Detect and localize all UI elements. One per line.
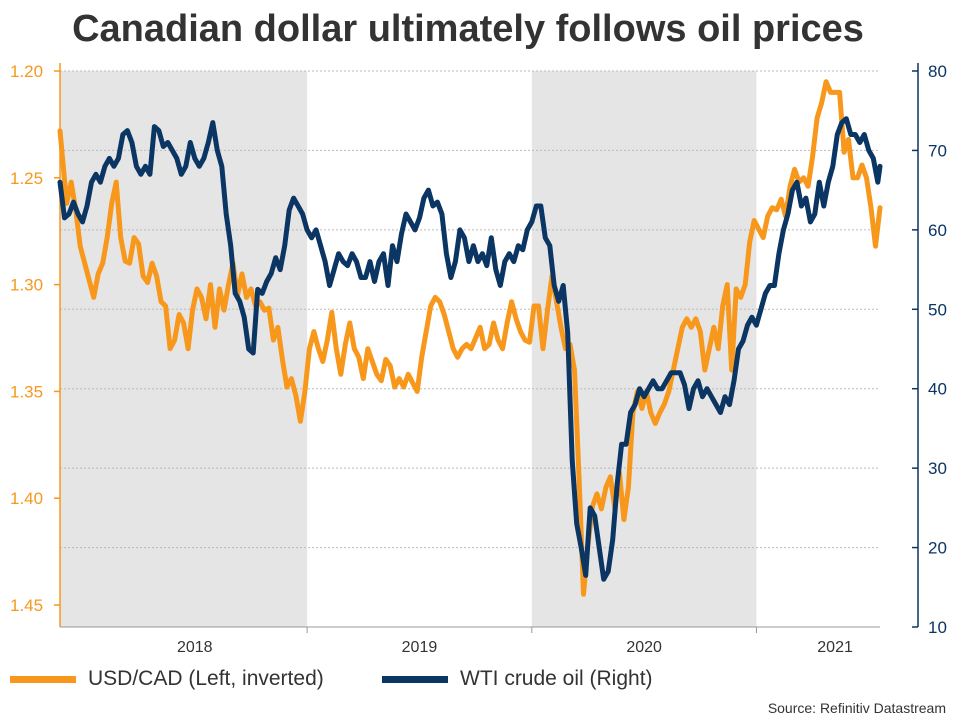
right-tick-label-4: 40 — [928, 380, 947, 399]
right-tick-label-6: 20 — [928, 539, 947, 558]
series-lines — [57, 79, 883, 597]
right-tick-label-0: 80 — [928, 62, 947, 81]
left-tick-label-0: 1.20 — [10, 62, 43, 81]
right-tick-label-5: 30 — [928, 459, 947, 478]
legend-usdcad-label: USD/CAD (Left, inverted) — [88, 667, 324, 690]
year-label-2020: 2020 — [626, 639, 662, 656]
right-tick-label-1: 70 — [928, 141, 947, 160]
legend-wti-swatch — [382, 675, 448, 683]
usdcad-line — [57, 79, 883, 597]
legend-usdcad: USD/CAD (Left, inverted) — [10, 667, 324, 691]
right-axis-ticks: 80 70 60 50 40 30 20 10 — [912, 62, 947, 637]
left-tick-label-1: 1.25 — [10, 169, 43, 188]
legend-usdcad-swatch — [10, 675, 76, 683]
right-tick-label-3: 50 — [928, 300, 947, 319]
left-tick-label-4: 1.40 — [10, 489, 43, 508]
x-axis-year-labels: 2018 2019 2020 2021 — [177, 639, 853, 656]
source-note: Source: Refinitiv Datastream — [767, 700, 946, 716]
year-label-2019: 2019 — [402, 639, 438, 656]
shaded-band-0 — [60, 71, 308, 627]
chart-title: Canadian dollar ultimately follows oil p… — [72, 8, 864, 50]
left-tick-label-2: 1.30 — [10, 276, 43, 295]
left-tick-label-3: 1.35 — [10, 382, 43, 401]
legend-wti: WTI crude oil (Right) — [382, 667, 653, 691]
right-tick-label-7: 10 — [928, 618, 947, 637]
right-tick-label-2: 60 — [928, 221, 947, 240]
left-tick-label-5: 1.45 — [10, 596, 43, 615]
shaded-year-bands — [60, 71, 757, 627]
left-axis-ticks: 1.20 1.25 1.30 1.35 1.40 1.45 — [10, 62, 60, 615]
legend-wti-label: WTI crude oil (Right) — [460, 667, 653, 690]
year-label-2021: 2021 — [817, 639, 853, 656]
wti-line — [57, 116, 883, 582]
year-label-2018: 2018 — [177, 639, 213, 656]
